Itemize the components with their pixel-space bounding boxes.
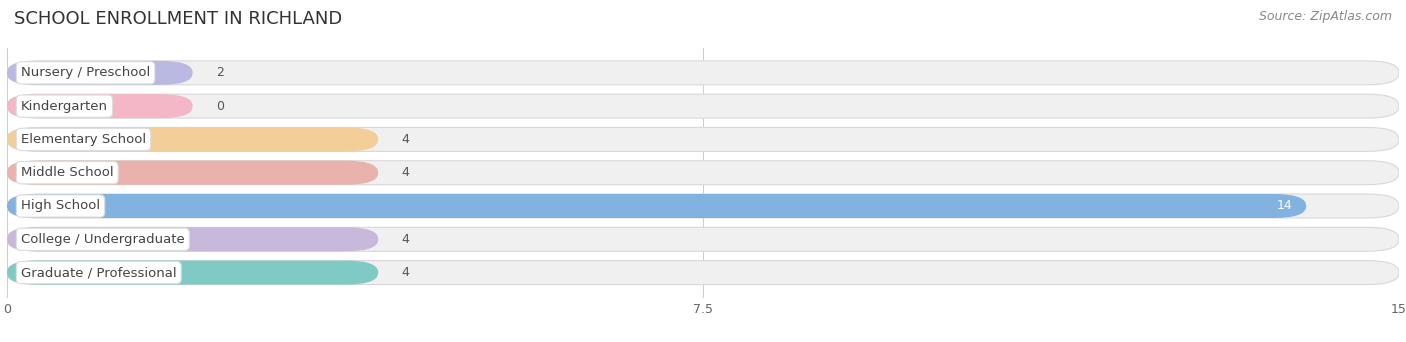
FancyBboxPatch shape — [7, 261, 378, 285]
Text: 4: 4 — [402, 266, 409, 279]
FancyBboxPatch shape — [7, 227, 1399, 251]
FancyBboxPatch shape — [7, 194, 1306, 218]
FancyBboxPatch shape — [7, 261, 1399, 285]
Text: 4: 4 — [402, 166, 409, 179]
FancyBboxPatch shape — [7, 94, 1399, 118]
FancyBboxPatch shape — [7, 161, 378, 185]
Text: 2: 2 — [217, 66, 224, 79]
FancyBboxPatch shape — [7, 227, 378, 251]
Text: Middle School: Middle School — [21, 166, 114, 179]
Text: 14: 14 — [1277, 199, 1292, 212]
Text: Kindergarten: Kindergarten — [21, 100, 108, 113]
Text: 0: 0 — [217, 100, 224, 113]
Text: Elementary School: Elementary School — [21, 133, 146, 146]
FancyBboxPatch shape — [7, 61, 1399, 85]
FancyBboxPatch shape — [7, 128, 1399, 152]
Text: Nursery / Preschool: Nursery / Preschool — [21, 66, 150, 79]
Text: Source: ZipAtlas.com: Source: ZipAtlas.com — [1258, 10, 1392, 23]
Text: 4: 4 — [402, 233, 409, 246]
FancyBboxPatch shape — [7, 94, 193, 118]
FancyBboxPatch shape — [7, 128, 378, 152]
Text: College / Undergraduate: College / Undergraduate — [21, 233, 184, 246]
Text: SCHOOL ENROLLMENT IN RICHLAND: SCHOOL ENROLLMENT IN RICHLAND — [14, 10, 342, 28]
Text: 4: 4 — [402, 133, 409, 146]
Text: High School: High School — [21, 199, 100, 212]
Text: Graduate / Professional: Graduate / Professional — [21, 266, 177, 279]
FancyBboxPatch shape — [7, 61, 193, 85]
FancyBboxPatch shape — [7, 194, 1399, 218]
FancyBboxPatch shape — [7, 161, 1399, 185]
